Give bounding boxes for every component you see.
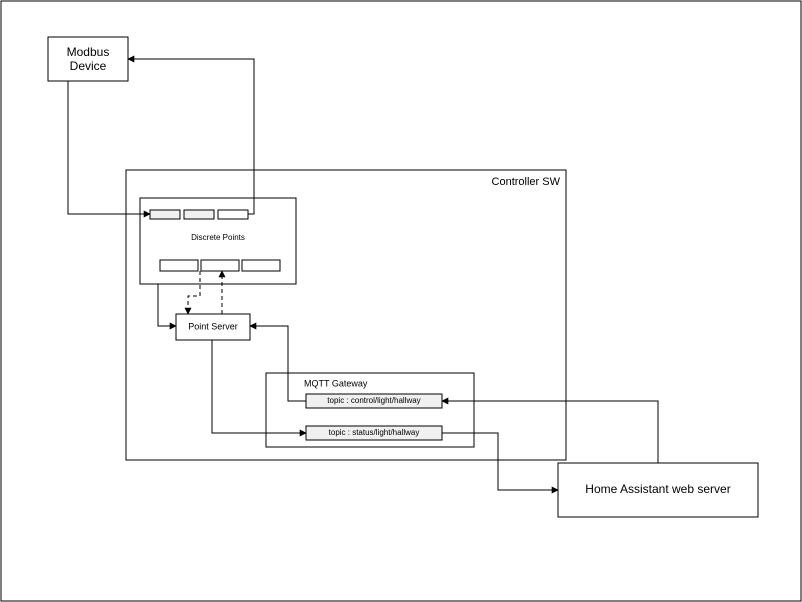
topic-control-label: topic : control/light/hallway	[327, 396, 420, 405]
mqtt-label: MQTT Gateway	[304, 378, 368, 388]
cell-r2-2	[201, 260, 239, 271]
cell-r2-1	[160, 260, 198, 271]
node-pointserver: Point Server	[176, 314, 250, 340]
home-label: Home Assistant web server	[585, 482, 730, 496]
cell-r2-3	[242, 260, 280, 271]
controller-label: Controller SW	[492, 176, 561, 188]
node-modbus: Modbus Device	[48, 37, 128, 81]
node-mqtt: MQTT Gateway topic : control/light/hallw…	[266, 373, 474, 447]
pointserver-label: Point Server	[188, 321, 238, 331]
cell-r1-1	[150, 210, 180, 219]
node-home: Home Assistant web server	[558, 463, 758, 517]
modbus-label-1: Modbus	[67, 45, 110, 59]
diagram-canvas: Modbus Device Controller SW Discrete Poi…	[0, 0, 802, 602]
modbus-label-2: Device	[70, 59, 107, 73]
cell-r1-3	[218, 210, 248, 219]
topic-status-label: topic : status/light/hallway	[329, 428, 420, 437]
node-discrete: Discrete Points	[140, 198, 296, 284]
discrete-label: Discrete Points	[191, 233, 245, 242]
cell-r1-2	[184, 210, 214, 219]
